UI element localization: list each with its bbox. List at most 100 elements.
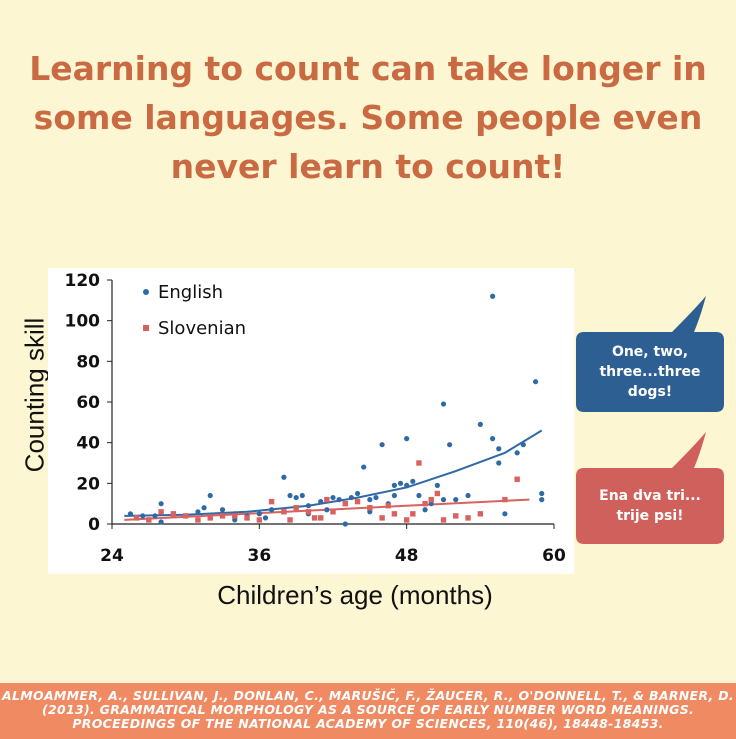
point-slovenian: [244, 515, 250, 521]
x-tick-label-48: 48: [395, 546, 419, 566]
point-slovenian: [311, 515, 318, 521]
point-english: [397, 480, 404, 486]
point-english: [140, 513, 146, 519]
point-english: [318, 499, 324, 505]
point-slovenian: [146, 517, 152, 523]
speech-bubble-english-shape: [576, 296, 724, 412]
y-tick-label-40: 40: [76, 434, 100, 454]
point-slovenian: [477, 511, 484, 517]
point-english: [348, 494, 355, 501]
point-english: [453, 497, 459, 503]
point-slovenian: [287, 517, 293, 523]
point-english: [127, 511, 134, 517]
point-english: [440, 497, 447, 503]
point-slovenian: [133, 515, 140, 521]
point-english: [324, 507, 330, 513]
point-english: [416, 492, 422, 499]
point-slovenian: [502, 496, 508, 503]
point-slovenian: [170, 511, 177, 517]
point-slovenian: [354, 498, 361, 505]
point-english: [336, 497, 342, 503]
point-english: [428, 501, 434, 507]
point-english: [299, 492, 305, 499]
point-english: [520, 442, 526, 448]
speech-bubble-slovenian-text: Ena dva tri... trije psi!: [599, 488, 701, 524]
legend-marker-english: [143, 289, 149, 295]
headline: Learning to count can take longer in som…: [29, 49, 707, 186]
point-slovenian: [342, 500, 348, 507]
point-slovenian: [305, 509, 312, 515]
point-english: [440, 401, 447, 407]
point-english: [434, 482, 440, 488]
point-english: [502, 511, 508, 517]
point-slovenian: [367, 505, 373, 511]
point-english: [532, 379, 539, 385]
speech-bubble-slovenian: Ena dva tri... trije psi!: [576, 432, 724, 544]
point-english: [281, 474, 287, 480]
y-tick-label-60: 60: [76, 393, 100, 413]
x-tick-label-24: 24: [100, 546, 124, 566]
point-english: [207, 492, 213, 499]
trend-lines: [124, 429, 543, 521]
point-slovenian: [182, 513, 189, 519]
point-slovenian: [465, 515, 471, 521]
point-english: [256, 511, 262, 517]
point-english: [477, 421, 483, 427]
point-english: [158, 519, 164, 525]
point-english: [391, 492, 397, 499]
point-slovenian: [410, 511, 416, 517]
point-english: [293, 494, 299, 501]
point-slovenian: [440, 517, 447, 523]
point-english: [342, 521, 348, 527]
point-slovenian: [256, 517, 263, 523]
y-tick-label-0: 0: [88, 515, 100, 535]
point-english: [404, 482, 410, 488]
y-axis-label: Counting skill: [19, 317, 50, 473]
point-english: [354, 490, 361, 497]
point-slovenian: [403, 517, 410, 523]
point-english: [447, 442, 453, 448]
x-axis-label: Children’s age (months): [217, 580, 493, 610]
point-slovenian: [416, 460, 422, 466]
y-tick-label-120: 120: [65, 271, 101, 291]
point-english: [490, 293, 496, 299]
legend-marker-slovenian: [143, 325, 149, 331]
point-slovenian: [158, 509, 164, 515]
axes: 0 20 40 60 80 100 120 24 36 48 60: [65, 271, 566, 566]
point-slovenian: [195, 517, 201, 523]
point-slovenian: [330, 509, 336, 515]
point-english: [373, 494, 379, 501]
point-english: [367, 497, 373, 503]
point-slovenian: [219, 513, 226, 519]
legend-label-slovenian: Slovenian: [158, 318, 246, 339]
point-english: [219, 507, 226, 513]
point-slovenian: [422, 500, 428, 507]
point-english: [330, 494, 336, 501]
point-english: [496, 446, 502, 452]
legend: English Slovenian: [143, 282, 246, 339]
legend-label-english: English: [158, 282, 223, 303]
point-slovenian: [324, 496, 330, 503]
point-slovenian: [391, 511, 398, 517]
trend-line-english: [124, 429, 543, 517]
point-slovenian: [385, 503, 391, 509]
point-slovenian: [232, 513, 238, 519]
point-english: [195, 509, 201, 515]
y-tick-label-20: 20: [76, 474, 100, 494]
y-tick-label-80: 80: [76, 352, 100, 372]
x-tick-label-60: 60: [542, 546, 566, 566]
x-tick-label-36: 36: [247, 546, 271, 566]
point-slovenian: [453, 513, 459, 519]
point-english: [305, 503, 312, 509]
point-english: [539, 490, 545, 497]
point-english: [232, 517, 238, 523]
point-english: [201, 505, 207, 511]
point-slovenian: [514, 476, 520, 482]
scatter-chart: 0 20 40 60 80 100 120 24 36 48 60 English Slovenian: [65, 271, 566, 566]
point-slovenian: [207, 515, 213, 521]
point-english: [410, 478, 416, 484]
speech-bubble-slovenian-shape: [576, 432, 724, 544]
point-english: [539, 497, 545, 503]
point-slovenian: [428, 496, 434, 503]
point-slovenian: [268, 498, 275, 505]
